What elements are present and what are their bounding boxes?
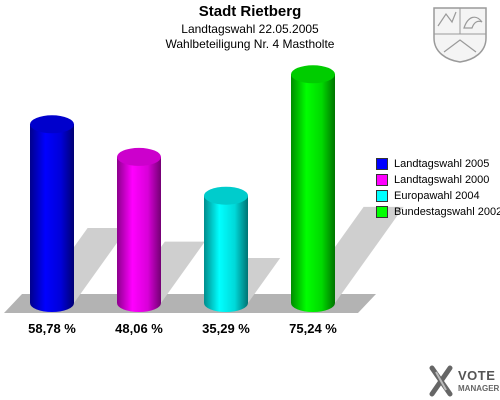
bar-3	[204, 195, 248, 312]
legend-swatch	[376, 158, 388, 170]
legend-swatch	[376, 190, 388, 202]
chart-title: Stadt Rietberg	[198, 3, 302, 20]
legend-label: Europawahl 2004	[394, 190, 480, 202]
legend-item: Landtagswahl 2000	[376, 172, 500, 188]
chart-legend: Landtagswahl 2005 Landtagswahl 2000 Europa…	[376, 156, 500, 220]
chart-floor	[4, 294, 376, 313]
bar-top-3	[204, 186, 248, 205]
chart-subtitle-turnout: Wahlbeteiligung Nr. 4 Mastholte	[165, 37, 335, 51]
bar-top-1	[30, 115, 74, 134]
value-label: 48,06 %	[115, 321, 163, 336]
legend-label: Landtagswahl 2005	[394, 158, 490, 170]
value-label: 75,24 %	[289, 321, 337, 336]
chart-subtitle-election: Landtagswahl 22.05.2005	[181, 22, 319, 36]
legend-item: Bundestagswahl 2002	[376, 204, 500, 220]
legend-label: Bundestagswahl 2002	[394, 206, 500, 218]
vote-manager-x-icon	[429, 365, 453, 397]
bar-1	[30, 124, 74, 312]
value-label: 58,78 %	[28, 321, 76, 336]
legend-label: Landtagswahl 2000	[394, 174, 490, 186]
legend-swatch	[376, 206, 388, 218]
logo-manager-text: MANAGER	[458, 384, 500, 393]
bar-2	[117, 156, 161, 312]
value-label: 35,29 %	[202, 321, 250, 336]
legend-swatch	[376, 174, 388, 186]
legend-item: Landtagswahl 2005	[376, 156, 500, 172]
bar-4	[291, 74, 335, 312]
legend-item: Europawahl 2004	[376, 188, 500, 204]
bar-top-2	[117, 147, 161, 166]
bar-top-4	[291, 65, 335, 84]
nrw-coat-of-arms-icon	[433, 7, 487, 63]
logo-vote-text: VOTE	[458, 368, 496, 383]
